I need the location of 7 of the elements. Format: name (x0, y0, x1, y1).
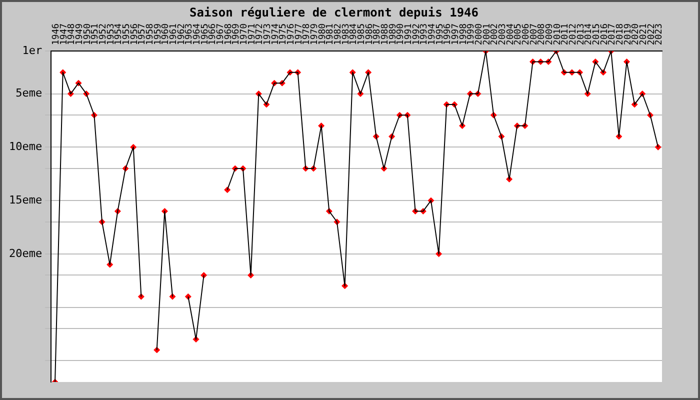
x-tick-label: 2023 (654, 23, 665, 46)
y-tick-label: 20eme (8, 246, 42, 260)
y-tick-label: 10eme (8, 140, 42, 154)
y-tick-label: 5eme (16, 86, 42, 100)
y-tick-label: 1er (22, 44, 42, 57)
chart-title: Saison réguliere de clermont depuis 1946 (190, 5, 478, 20)
y-tick-label: 15eme (8, 193, 42, 206)
